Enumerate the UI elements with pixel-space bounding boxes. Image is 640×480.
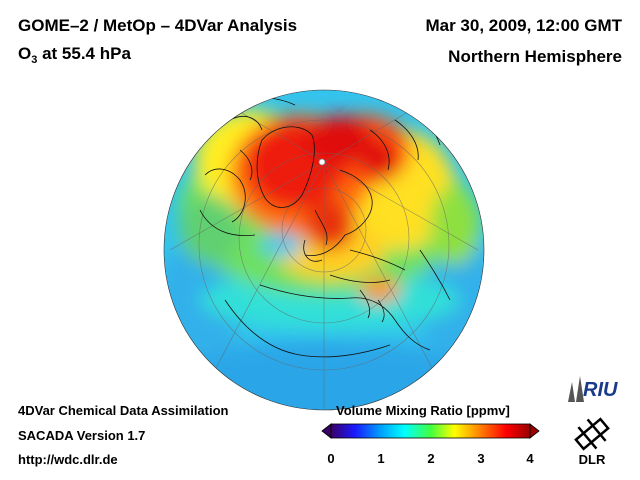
colorbar-tick: 4 xyxy=(526,451,534,466)
colorbar-tick: 1 xyxy=(377,451,385,466)
colorbar-scale xyxy=(330,423,531,439)
colorbar-tick: 0 xyxy=(327,451,335,466)
dlr-logo: DLR xyxy=(574,417,610,467)
dlr-logo-text: DLR xyxy=(579,452,606,467)
graticule xyxy=(169,99,479,410)
date-time-label: Mar 30, 2009, 12:00 GMT xyxy=(425,16,622,35)
footer-method: 4DVar Chemical Data Assimilation xyxy=(18,403,229,418)
region-label: Northern Hemisphere xyxy=(448,47,622,66)
globe-outline xyxy=(163,89,485,411)
species-label: O3 at 55.4 hPa xyxy=(18,44,131,66)
footer-version: SACADA Version 1.7 xyxy=(18,428,146,443)
species-prefix: O xyxy=(18,44,32,63)
footer-url: http://wdc.dlr.de xyxy=(18,452,118,467)
riu-logo: RIU xyxy=(568,376,618,402)
colorbar-title: Volume Mixing Ratio [ppmv] xyxy=(336,403,510,418)
page-title: GOME–2 / MetOp – 4DVar Analysis xyxy=(18,16,298,35)
colorbar-tick: 3 xyxy=(477,451,485,466)
colorbar-under-arrow xyxy=(321,423,332,439)
colorbar xyxy=(321,423,540,439)
colorbar-over-arrow xyxy=(529,423,540,439)
species-suffix: at 55.4 hPa xyxy=(37,44,131,63)
riu-logo-text: RIU xyxy=(583,379,618,401)
north-pole-marker xyxy=(318,158,326,166)
colorbar-tick: 2 xyxy=(427,451,435,466)
ozone-field xyxy=(164,90,484,410)
species-subscript: 3 xyxy=(31,54,38,66)
